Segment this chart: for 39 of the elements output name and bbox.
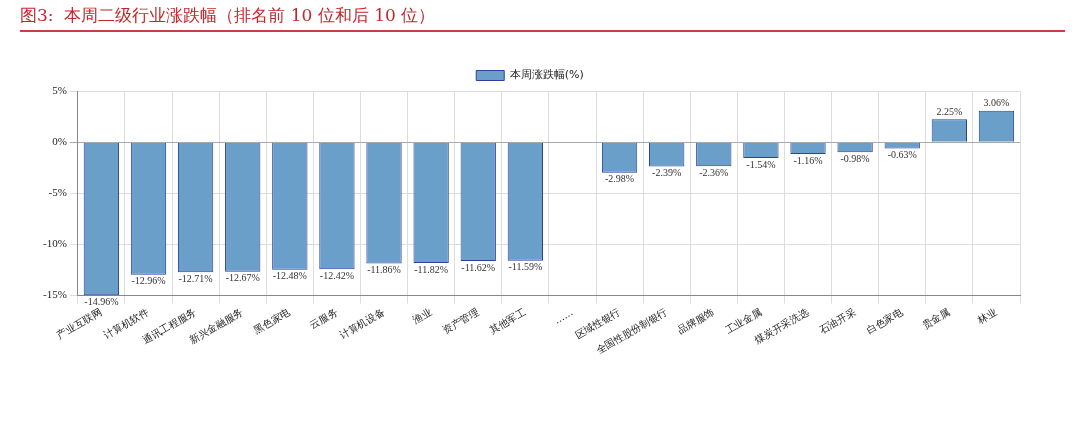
x-tick-label: 白色家电 [864,306,905,336]
y-tick-label: 0% [52,135,67,148]
x-tick-label: 云服务 [307,306,340,331]
data-label: -11.62% [461,261,496,273]
data-label: -1.16% [793,154,823,166]
data-label: -2.36% [699,166,729,178]
y-tick-label: -5% [48,186,67,199]
y-tick-label: -10% [43,237,67,250]
data-label: -11.86% [367,264,401,276]
data-label: 2.25% [936,105,963,117]
x-tick-label: 品牌服饰 [675,306,717,336]
data-label: -2.98% [604,173,635,185]
data-label: -11.59% [508,261,543,273]
legend-label: 本周涨跌幅(%) [509,68,584,82]
x-tick-label: …… [551,306,575,326]
data-label: -12.71% [178,272,213,284]
data-label: -12.48% [272,270,307,282]
x-tick-label: 黑色家电 [251,306,293,336]
y-tick-label: -15% [43,288,67,301]
x-tick-label: 资产管理 [440,306,481,336]
x-tick-label: 林业 [975,306,999,327]
x-tick-label: 产业互联网 [54,306,104,341]
x-tick-label: 渔业 [410,306,434,326]
data-label: -1.54% [746,158,776,170]
data-label: 3.06% [983,97,1010,109]
x-tick-label: 石油开采 [817,306,858,336]
x-tick-label: 贵金属 [920,306,952,331]
data-label: -11.82% [414,263,449,275]
data-label: -14.96% [84,295,119,307]
chart-title: 图3: 本周二级行业涨跌幅（排名前 10 位和后 10 位） [20,4,436,27]
data-label: -0.98% [840,152,870,164]
data-label: -12.96% [131,275,166,287]
y-tick-label: 5% [52,83,67,96]
data-label: -12.42% [319,269,355,281]
x-tick-label: 计算机设备 [337,306,387,341]
data-label: -2.39% [652,167,682,179]
data-label: -12.67% [225,272,260,284]
x-tick-label: 其他军工 [487,306,528,336]
data-label: -0.63% [887,149,917,161]
